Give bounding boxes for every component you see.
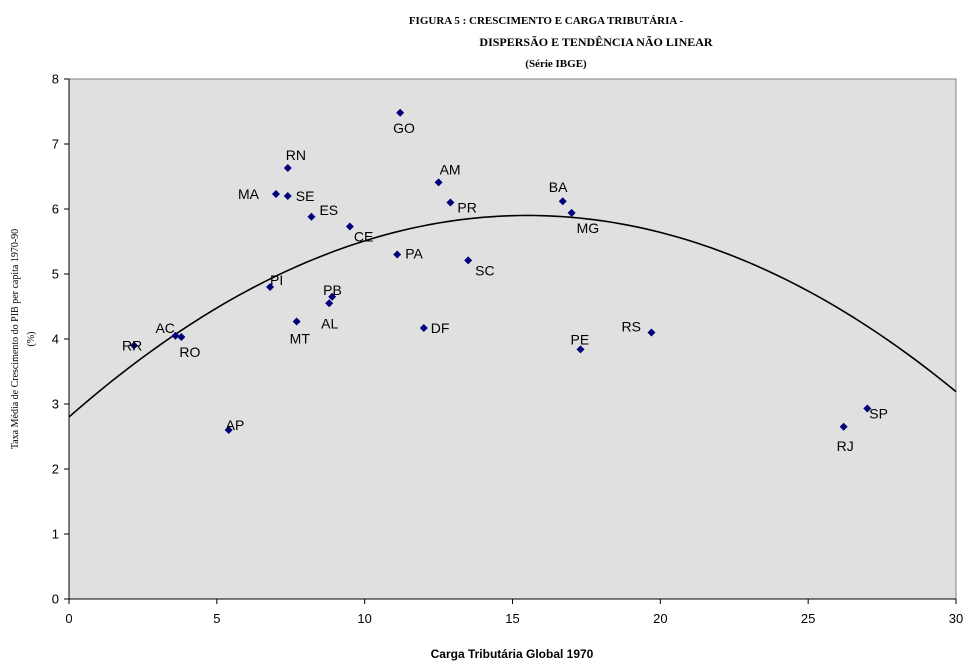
data-point-rr [130,341,139,350]
data-point-se [283,192,292,200]
point-label-mg: MG [577,220,600,236]
data-point-ba [558,197,567,206]
point-label-pe: PE [571,331,590,347]
data-point-pb [328,292,337,301]
x-axis-label: Carga Tributária Global 1970 [431,647,594,661]
y-tick-label: 5 [52,267,59,282]
data-point-am [434,178,443,187]
y-tick-label: 8 [52,72,59,87]
point-label-df: DF [431,320,450,336]
chart-title-line-3: (Série IBGE) [525,58,587,70]
x-tick-label: 25 [801,611,815,626]
point-label-se: SE [296,188,315,204]
data-point-pr [446,198,455,207]
y-tick-label: 1 [52,527,59,542]
data-point-rs [647,328,656,337]
point-label-ac: AC [155,320,174,336]
data-point-ro [177,333,186,342]
point-label-am: AM [440,161,461,177]
point-label-pi: PI [270,272,283,288]
point-label-ap: AP [226,417,245,433]
data-points [130,108,872,434]
data-point-rj [839,422,848,431]
data-point-rn [283,164,292,173]
y-axis-label-line-1: Taxa Média de Crescimento do PIB per cap… [10,229,21,449]
data-point-ma [271,190,280,199]
point-label-pb: PB [323,282,342,298]
point-label-go: GO [393,120,415,136]
y-tick-label: 2 [52,462,59,477]
trend-layer [68,214,957,418]
point-label-ma: MA [238,186,260,202]
plot-area [68,78,957,600]
data-point-ce [345,222,354,231]
x-tick-label: 5 [213,611,220,626]
point-label-pa: PA [405,246,423,262]
point-label-es: ES [319,202,338,218]
point-label-ce: CE [354,229,373,245]
point-label-sc: SC [475,262,494,278]
y-tick-label: 0 [52,592,59,607]
point-labels: RR AC RO AP PI MA SE RN MT ES AL PB CE PA GO DF AM PR SC BA… [122,120,888,454]
point-label-al: AL [321,315,338,331]
data-point-al [325,299,334,308]
data-point-ap [224,426,233,434]
chart-title: FIGURA 5 : CRESCIMENTO E CARGA TRIBUTÁRI… [409,15,713,70]
point-label-rn: RN [286,147,306,163]
point-label-ro: RO [179,344,200,360]
point-label-pr: PR [457,200,476,216]
chart-title-line-2: DISPERSÃO E TENDÊNCIA NÃO LINEAR [479,35,712,49]
y-tick-label: 4 [52,332,59,347]
data-point-go [396,108,405,117]
data-point-es [307,212,316,221]
x-tick-label: 0 [65,611,72,626]
y-axis-label-line-2: (%) [26,332,37,347]
y-tick-label: 6 [52,202,59,217]
data-point-pi [266,283,275,291]
point-label-mt: MT [290,330,311,346]
data-point-mg [567,208,576,217]
point-label-rs: RS [621,319,640,335]
point-label-ba: BA [549,179,568,195]
point-label-rj: RJ [837,438,854,454]
x-tick-label: 20 [653,611,667,626]
point-label-sp: SP [869,406,888,422]
data-point-pe [576,345,585,354]
chart-title-line-1: FIGURA 5 : CRESCIMENTO E CARGA TRIBUTÁRI… [409,15,684,27]
y-axis-label: Taxa Média de Crescimento do PIB per cap… [10,229,37,449]
y-tick-label: 7 [52,137,59,152]
data-point-mt [292,317,301,326]
data-point-sp [863,404,872,413]
trend-curve [68,214,957,418]
x-tick-label: 30 [949,611,963,626]
y-tick-label: 3 [52,397,59,412]
data-point-pa [393,250,402,259]
x-tick-label: 15 [505,611,519,626]
axes: 0 1 2 3 4 5 6 7 8 0 5 10 15 20 25 30 [52,72,963,627]
point-label-rr: RR [122,338,142,354]
data-point-sc [464,256,473,265]
x-tick-label: 10 [357,611,371,626]
data-point-df [419,323,428,332]
data-point-ac [171,331,180,340]
